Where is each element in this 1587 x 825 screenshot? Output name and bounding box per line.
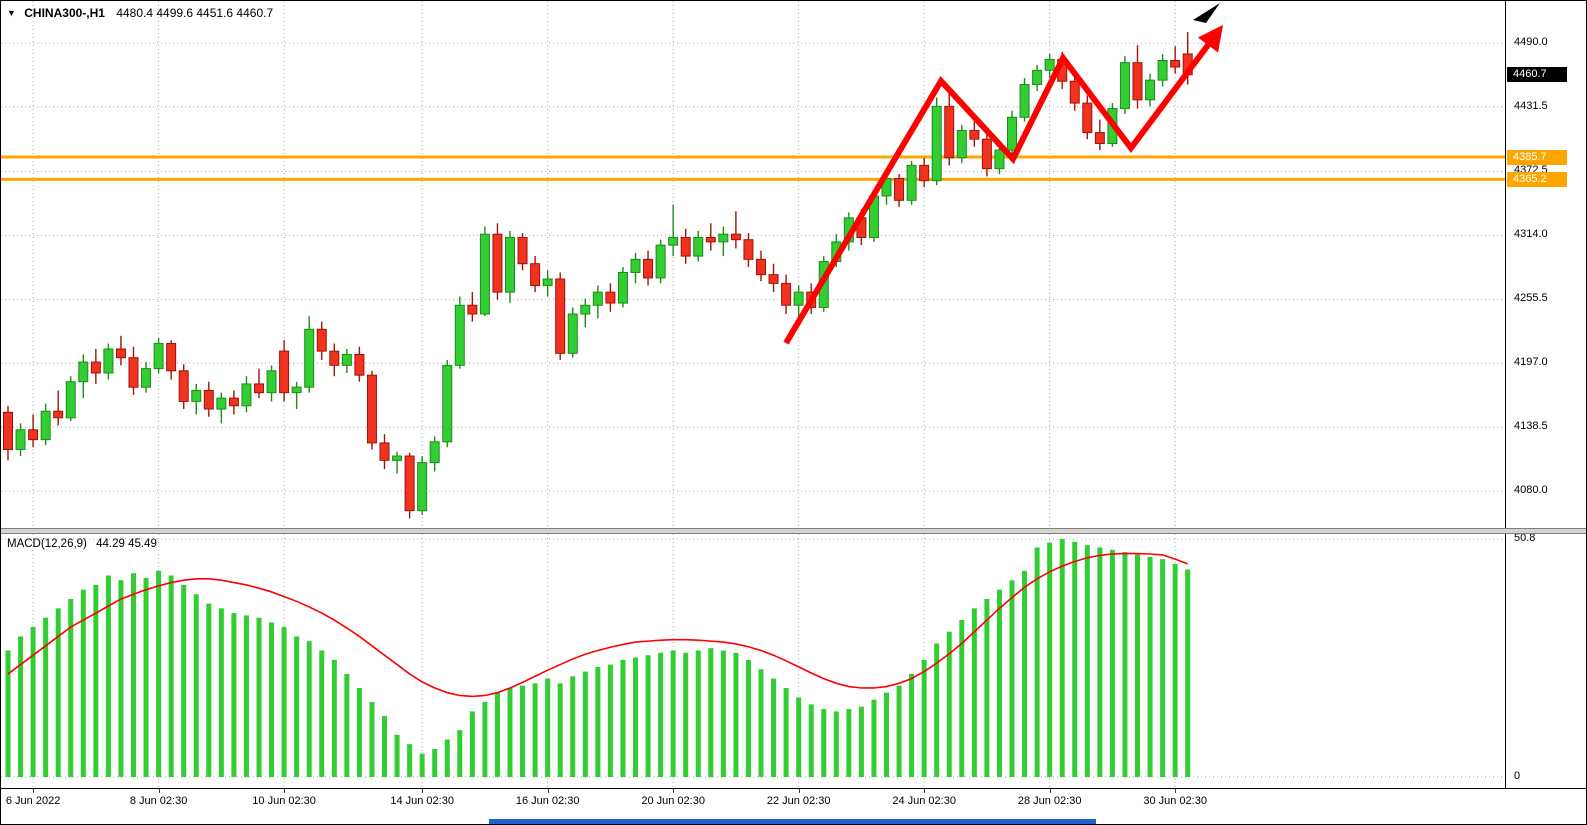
horizontal-scrollbar[interactable] [489,819,1096,824]
price-axis-label: 4080.0 [1514,484,1548,496]
price-axis-label: 4255.5 [1514,292,1548,305]
macd-signal-line [7,552,1188,698]
time-axis-label: 16 Jun 02:30 [515,795,580,807]
macd-bottom-border [1,788,1586,789]
chart-menu-icon[interactable]: ▼ [7,8,16,18]
time-tick [673,789,675,793]
time-tick [1049,789,1051,793]
macd-values: 44.29 45.49 [96,538,157,550]
time-axis-label: 10 Jun 02:30 [252,795,316,807]
time-tick [33,789,35,793]
time-tick [1175,789,1177,793]
price-axis-label: 4314.0 [1514,228,1548,241]
time-tick [547,789,549,793]
price-chart-panel[interactable]: ▼ CHINA300-,H1 4480.4 4499.6 4451.6 4460… [1,1,1505,528]
time-axis-label: 20 Jun 02:30 [641,795,705,807]
ohlc-values: 4480.4 4499.6 4451.6 4460.7 [116,6,274,20]
price-axis-label: 4197.0 [1514,356,1548,369]
time-axis-label: 14 Jun 02:30 [390,795,454,807]
time-axis-label: 24 Jun 02:30 [892,795,956,807]
time-tick [158,789,160,793]
time-axis-label: 6 Jun 2022 [5,795,61,807]
trend-arrow[interactable] [783,24,1224,345]
time-axis-label: 22 Jun 02:30 [766,795,831,807]
chart-title: ▼ CHINA300-,H1 4480.4 4499.6 4451.6 4460… [7,6,273,20]
panel-separator[interactable] [1,528,1586,534]
level-price-badge-upper: 4385.7 [1507,150,1567,165]
price-axis-label: 4431.5 [1514,99,1548,112]
macd-chart[interactable] [1,534,1505,788]
macd-axis-max-label: 50.8 [1514,532,1536,544]
time-tick [422,789,424,793]
macd-axis-zero-label: 0 [1514,770,1521,782]
price-axis-label: 4138.5 [1514,420,1548,433]
symbol-timeframe-label: CHINA300-,H1 [24,6,105,20]
time-axis-label: 30 Jun 02:30 [1143,795,1207,807]
time-tick [284,789,286,793]
time-axis-label: 8 Jun 02:30 [129,795,188,807]
current-price-badge: 4460.7 [1507,67,1567,82]
macd-panel[interactable]: MACD(12,26,9) 44.29 45.49 [1,534,1505,788]
level-price-badge-lower: 4365.2 [1507,172,1567,187]
price-axis-label: 4490.0 [1514,36,1548,48]
time-tick [798,789,800,793]
candlestick-chart[interactable] [1,1,1505,528]
time-axis-label: 28 Jun 02:30 [1017,795,1082,807]
macd-title: MACD(12,26,9) 44.29 45.49 [7,538,157,550]
time-axis[interactable]: 6 Jun 2022 8 Jun 02:30 10 Jun 02:30 14 Jun … [1,789,1586,819]
time-tick [924,789,926,793]
price-axis[interactable]: 4460.7 4385.7 4365.2 50.8 0 4490.0 4431.5… [1505,1,1586,789]
cursor-arrow-icon [1193,3,1220,23]
macd-label: MACD(12,26,9) [7,538,87,550]
